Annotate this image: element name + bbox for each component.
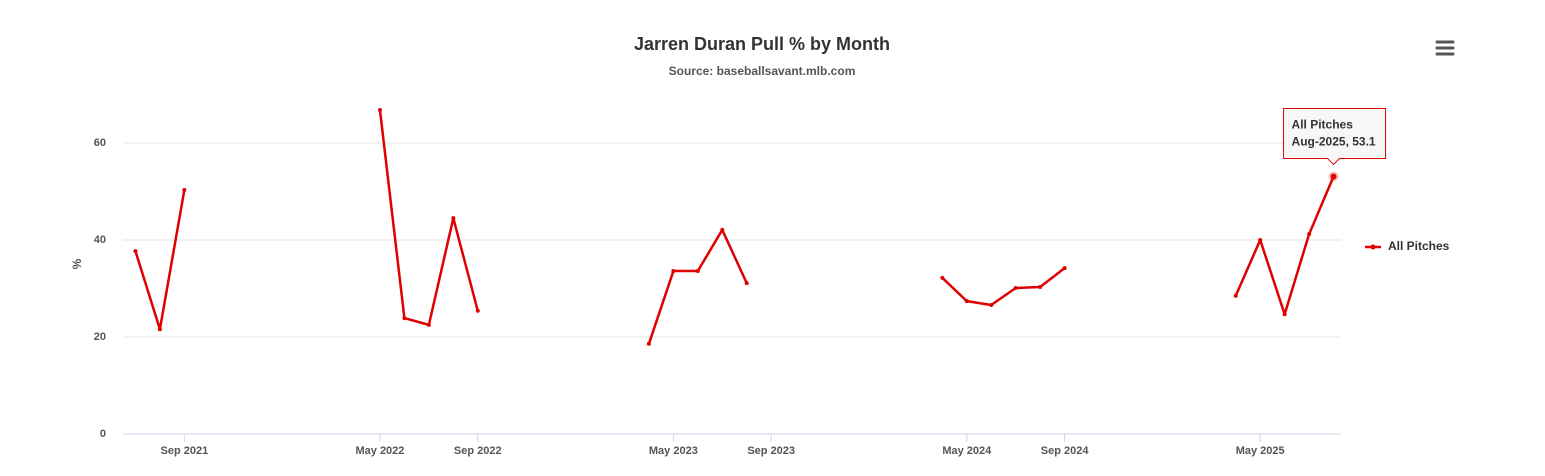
point [1062, 266, 1067, 271]
legend-label: All Pitches [1388, 239, 1450, 253]
y-tick-label: 0 [100, 428, 106, 440]
point [1233, 293, 1238, 298]
point [989, 302, 994, 307]
x-tick-label: Sep 2024 [1041, 445, 1090, 457]
chart-subtitle: Source: baseballsavant.mlb.com [669, 64, 856, 78]
point [426, 322, 431, 327]
point [182, 188, 187, 193]
chart-title: Jarren Duran Pull % by Month [634, 34, 890, 54]
point [744, 281, 749, 286]
point [402, 316, 407, 321]
point [377, 108, 382, 113]
legend-marker [1370, 244, 1376, 250]
point [475, 308, 480, 313]
point [157, 327, 162, 332]
point [695, 269, 700, 274]
legend-item[interactable]: All Pitches [1365, 239, 1450, 253]
tooltip: All Pitches Aug-2025, 53.1 [1283, 107, 1387, 166]
y-tick-label: 40 [94, 234, 106, 246]
point [1307, 232, 1312, 237]
x-tick-label: Sep 2022 [454, 445, 502, 457]
y-tick-label: 20 [94, 331, 106, 343]
point [646, 341, 651, 346]
y-tick-label: 60 [94, 137, 106, 149]
hover-point [1330, 173, 1337, 180]
point [1258, 238, 1263, 242]
x-tick-label: May 2022 [355, 445, 404, 457]
point [1038, 285, 1043, 290]
point [720, 227, 725, 232]
point [940, 275, 945, 280]
point [671, 269, 676, 274]
tooltip-text: Aug-2025, 53.1 [1292, 135, 1376, 149]
point [964, 299, 969, 304]
point [1282, 312, 1287, 317]
x-tick-label: Sep 2023 [747, 445, 795, 457]
x-tick-label: Sep 2021 [161, 445, 209, 457]
point [133, 249, 138, 254]
tooltip-box [1283, 107, 1387, 166]
x-tick-label: May 2025 [1236, 445, 1285, 457]
x-tick-label: May 2024 [942, 445, 992, 457]
y-axis-label: % [70, 258, 84, 269]
tooltip-title: All Pitches [1292, 118, 1354, 132]
point [451, 216, 456, 221]
point [1013, 286, 1018, 291]
menu-button[interactable] [1435, 40, 1455, 56]
x-tick-label: May 2023 [649, 445, 698, 457]
series-line [134, 109, 1335, 345]
